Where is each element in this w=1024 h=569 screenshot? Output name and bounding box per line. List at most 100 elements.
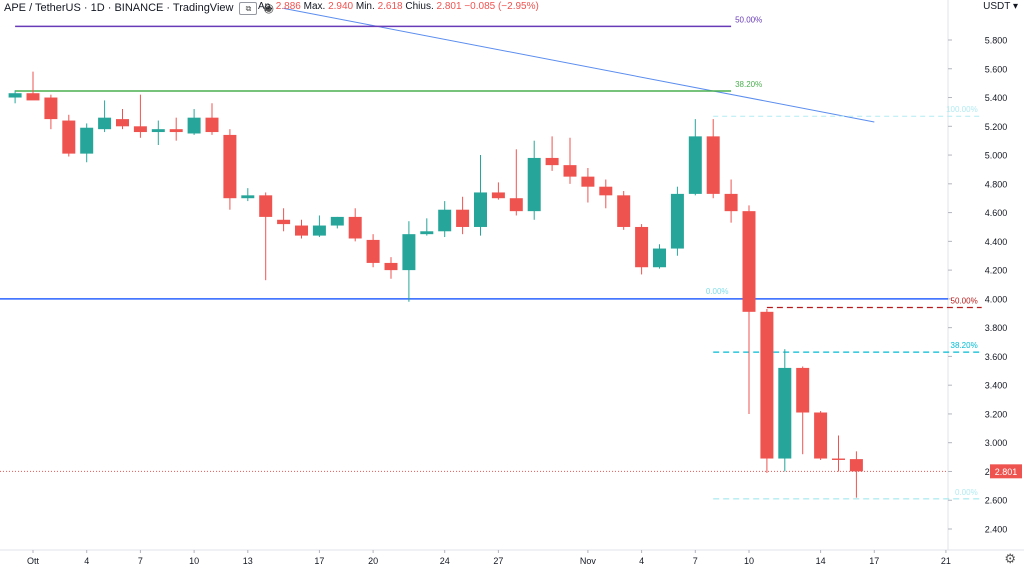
- time-tick-label: 7: [693, 556, 698, 566]
- price-tick-label: 2.600: [985, 496, 1008, 506]
- fib-38-low-label: 38.20%: [951, 341, 978, 350]
- candle-body: [330, 216, 344, 226]
- time-tick-label: Ott: [27, 556, 40, 566]
- candle-body: [384, 262, 398, 271]
- high-value: 2.940: [328, 1, 354, 12]
- time-tick-label: 27: [493, 556, 503, 566]
- candle-body: [8, 93, 22, 98]
- low-value: 2.618: [377, 1, 403, 12]
- currency-unit-label: USDT: [983, 1, 1011, 12]
- candle-body: [635, 226, 649, 268]
- candle-body: [778, 367, 792, 459]
- candle-body: [617, 195, 631, 227]
- time-tick-label: 7: [138, 556, 143, 566]
- candle-body: [742, 211, 756, 312]
- time-tick-label: 4: [639, 556, 644, 566]
- price-tick-label: 4.400: [985, 237, 1008, 247]
- candle-body: [760, 311, 774, 459]
- price-tick-label: 5.800: [985, 36, 1008, 46]
- price-tick-label: 3.000: [985, 438, 1008, 448]
- candle-body: [277, 219, 291, 225]
- candle-body: [366, 239, 380, 263]
- fib-0-low-label: 0.00%: [955, 488, 978, 497]
- candle-body: [599, 186, 613, 196]
- candle-body: [832, 458, 845, 460]
- price-tick-label: 4.200: [985, 266, 1008, 276]
- candle-body: [205, 117, 219, 133]
- price-tick-label: 3.200: [985, 409, 1008, 419]
- candle-body: [527, 157, 541, 212]
- fib-50-low-label: 50.00%: [951, 297, 978, 306]
- candle-body: [187, 117, 201, 134]
- fib-38-label: 38.20%: [735, 80, 762, 89]
- currency-unit-dropdown[interactable]: USDT ▾: [983, 1, 1018, 12]
- candle-body: [169, 129, 183, 133]
- time-tick-label: 17: [314, 556, 324, 566]
- candle-body: [456, 209, 470, 227]
- candle-body: [80, 127, 94, 154]
- chart-header: APE / TetherUS · 1D · BINANCE · TradingV…: [4, 1, 274, 15]
- candle-body: [312, 225, 326, 236]
- visibility-eye-icon[interactable]: ◉: [263, 1, 274, 15]
- time-tick-label: 24: [440, 556, 450, 566]
- time-tick-label: 10: [189, 556, 199, 566]
- price-tick-label: 5.000: [985, 151, 1008, 161]
- close-label: Chius.: [405, 1, 434, 12]
- candle-body: [438, 209, 452, 232]
- eye-off-icon[interactable]: ⧉: [239, 1, 258, 15]
- time-tick-label: 14: [816, 556, 826, 566]
- time-tick-label: 20: [368, 556, 378, 566]
- candle-body: [241, 195, 255, 199]
- gear-icon[interactable]: ⚙: [1004, 551, 1016, 566]
- close-value: 2.801: [436, 1, 462, 12]
- candle-body: [581, 176, 595, 187]
- candle-body: [133, 126, 147, 133]
- candle-body: [402, 234, 416, 271]
- candle-body: [814, 412, 828, 459]
- time-tick-label: 13: [243, 556, 253, 566]
- time-tick-label: 10: [744, 556, 754, 566]
- chevron-down-icon: ▾: [1012, 1, 1018, 12]
- support-label: 0.00%: [706, 287, 729, 296]
- fib-100-label: 100.00%: [946, 105, 978, 114]
- candle-body: [420, 231, 434, 235]
- candle-body: [653, 248, 666, 268]
- candle-body: [545, 157, 559, 166]
- candle-body: [688, 136, 702, 194]
- price-tick-label: 2.400: [985, 525, 1008, 535]
- candle-body: [26, 93, 40, 101]
- time-tick-label: 21: [941, 556, 951, 566]
- price-tick-label: 4.600: [985, 208, 1008, 218]
- time-tick-label: 17: [869, 556, 879, 566]
- ohlc-readout: Ap. 2.886 Max. 2.940 Min. 2.618 Chius. 2…: [258, 1, 539, 12]
- time-tick-label: 4: [84, 556, 89, 566]
- last-price-badge: [990, 464, 1022, 479]
- candle-body: [706, 136, 720, 194]
- high-label: Max.: [303, 1, 326, 12]
- candle-body: [724, 193, 738, 212]
- price-tick-label: 3.600: [985, 352, 1008, 362]
- candle-body: [151, 129, 165, 133]
- price-tick-label: 4.800: [985, 179, 1008, 189]
- candle-body: [223, 134, 237, 199]
- price-tick-label: 3.800: [985, 323, 1008, 333]
- candle-body: [116, 119, 129, 127]
- candle-body: [491, 192, 505, 199]
- candle-body: [849, 459, 863, 472]
- change-value: −0.085 (−2.95%): [464, 1, 539, 12]
- candle-body: [348, 216, 362, 239]
- price-tick-label: 5.400: [985, 93, 1008, 103]
- candle-body: [474, 192, 487, 227]
- symbol-title[interactable]: APE / TetherUS · 1D · BINANCE · TradingV…: [4, 2, 234, 14]
- open-label: Ap.: [258, 1, 274, 12]
- candle-body: [509, 198, 523, 212]
- price-tick-label: 5.600: [985, 64, 1008, 74]
- price-tick-label: 3.400: [985, 381, 1008, 391]
- candle-body: [62, 120, 76, 154]
- candle-body: [259, 195, 273, 217]
- candle-body: [796, 367, 810, 413]
- trend-line: [283, 7, 875, 123]
- fib-50-label: 50.00%: [735, 15, 762, 24]
